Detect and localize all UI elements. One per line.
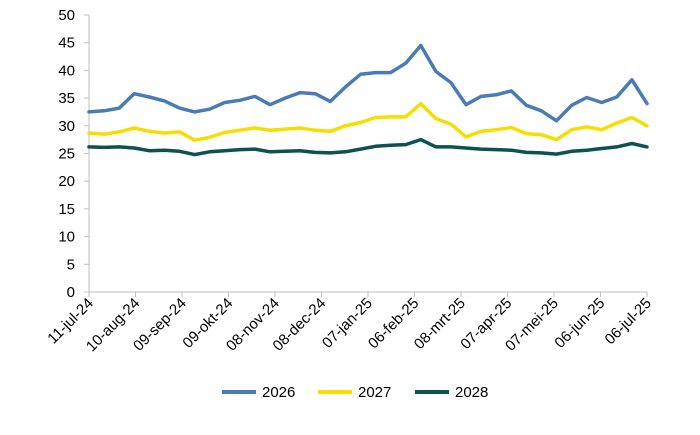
- y-tick-label: 45: [58, 35, 75, 52]
- y-tick-label: 30: [58, 118, 75, 135]
- y-tick-label: 10: [58, 229, 75, 246]
- y-tick-label: 15: [58, 201, 75, 218]
- series-line-2028: [87, 137, 649, 157]
- x-axis-ticks: 11-jul-2410-aug-2409-sep-2409-okt-2408-n…: [44, 292, 655, 355]
- y-tick-label: 5: [67, 256, 75, 273]
- y-axis-ticks: 0 5 10 15 20 25 30 35 40 45 50: [58, 7, 89, 301]
- x-tick-label: 06-jun-25: [551, 295, 608, 352]
- y-tick-label: 50: [58, 7, 75, 24]
- x-tick-label: 06-jul-25: [602, 295, 655, 348]
- legend: 2026 2027 2028: [222, 384, 488, 401]
- y-tick-label: 25: [58, 146, 75, 163]
- series-line-2027: [87, 101, 649, 142]
- series-lines: [87, 43, 649, 157]
- y-tick-label: 35: [58, 90, 75, 107]
- series-line-2026: [87, 43, 649, 123]
- legend-label-2026: 2026: [262, 384, 295, 401]
- legend-label-2027: 2027: [358, 384, 391, 401]
- y-tick-label: 20: [58, 173, 75, 190]
- y-tick-label: 40: [58, 62, 75, 79]
- legend-label-2028: 2028: [455, 384, 488, 401]
- y-tick-label: 0: [67, 284, 75, 301]
